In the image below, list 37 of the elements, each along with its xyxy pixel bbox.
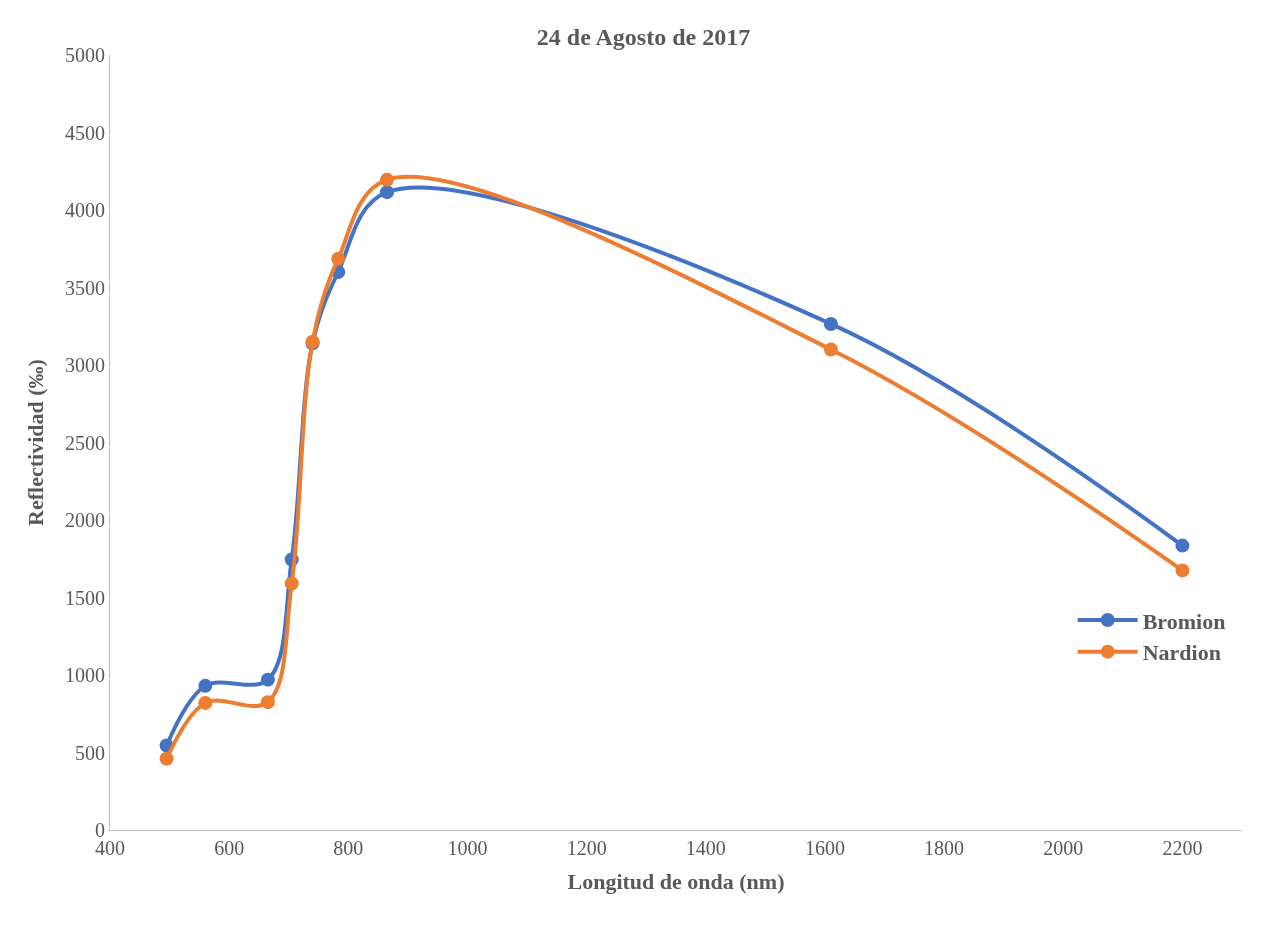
y-tick-label: 5000 [65,44,105,66]
y-axis-title: Reflectividad (‰) [22,359,48,526]
point [1175,538,1190,553]
legend-label: Bromion [1142,608,1226,634]
y-tick-label: 2000 [65,509,105,531]
y-tick-label: 2500 [65,431,105,454]
x-tick-label: 2000 [1043,837,1084,859]
point [198,695,213,710]
point [331,251,346,266]
x-tick-label: 1600 [804,837,845,859]
point [284,576,299,591]
point [380,185,395,200]
x-tick-label: 800 [333,837,364,859]
x-tick-label: 1000 [447,837,488,859]
x-tick-label: 1800 [924,837,965,859]
y-tick-label: 4500 [65,121,105,144]
point [380,172,395,187]
x-tick-label: 1400 [685,837,726,859]
y-tick-label: 1500 [65,586,105,609]
x-tick-label: 600 [214,837,245,859]
point [260,672,275,687]
point [823,316,838,331]
y-tick-label: 3500 [65,276,105,299]
x-tick-label: 2200 [1162,837,1203,859]
point [1175,563,1190,578]
y-tick-label: 3000 [65,354,105,376]
point [823,342,838,357]
point [260,695,275,710]
legend-label: Nardion [1142,640,1221,666]
point [198,678,213,693]
x-tick-label: 1200 [566,837,607,859]
y-tick-label: 4000 [65,199,105,221]
point [159,751,174,766]
y-tick-label: 1000 [65,664,105,686]
x-axis-title: Longitud de onda (nm) [567,868,785,894]
chart-title: 24 de Agosto de 2017 [536,24,751,51]
y-tick-label: 500 [75,741,105,764]
